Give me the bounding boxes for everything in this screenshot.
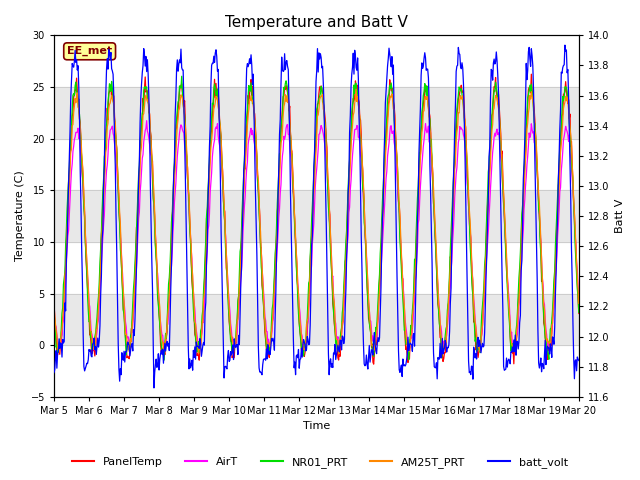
Bar xyxy=(54,190,579,242)
Legend: PanelTemp, AirT, NR01_PRT, AM25T_PRT, batt_volt: PanelTemp, AirT, NR01_PRT, AM25T_PRT, ba… xyxy=(68,452,572,472)
Y-axis label: Batt V: Batt V xyxy=(615,199,625,233)
Bar xyxy=(54,294,579,345)
Bar xyxy=(54,87,579,139)
Title: Temperature and Batt V: Temperature and Batt V xyxy=(225,15,408,30)
Text: EE_met: EE_met xyxy=(67,46,112,57)
X-axis label: Time: Time xyxy=(303,421,330,432)
Y-axis label: Temperature (C): Temperature (C) xyxy=(15,171,25,262)
